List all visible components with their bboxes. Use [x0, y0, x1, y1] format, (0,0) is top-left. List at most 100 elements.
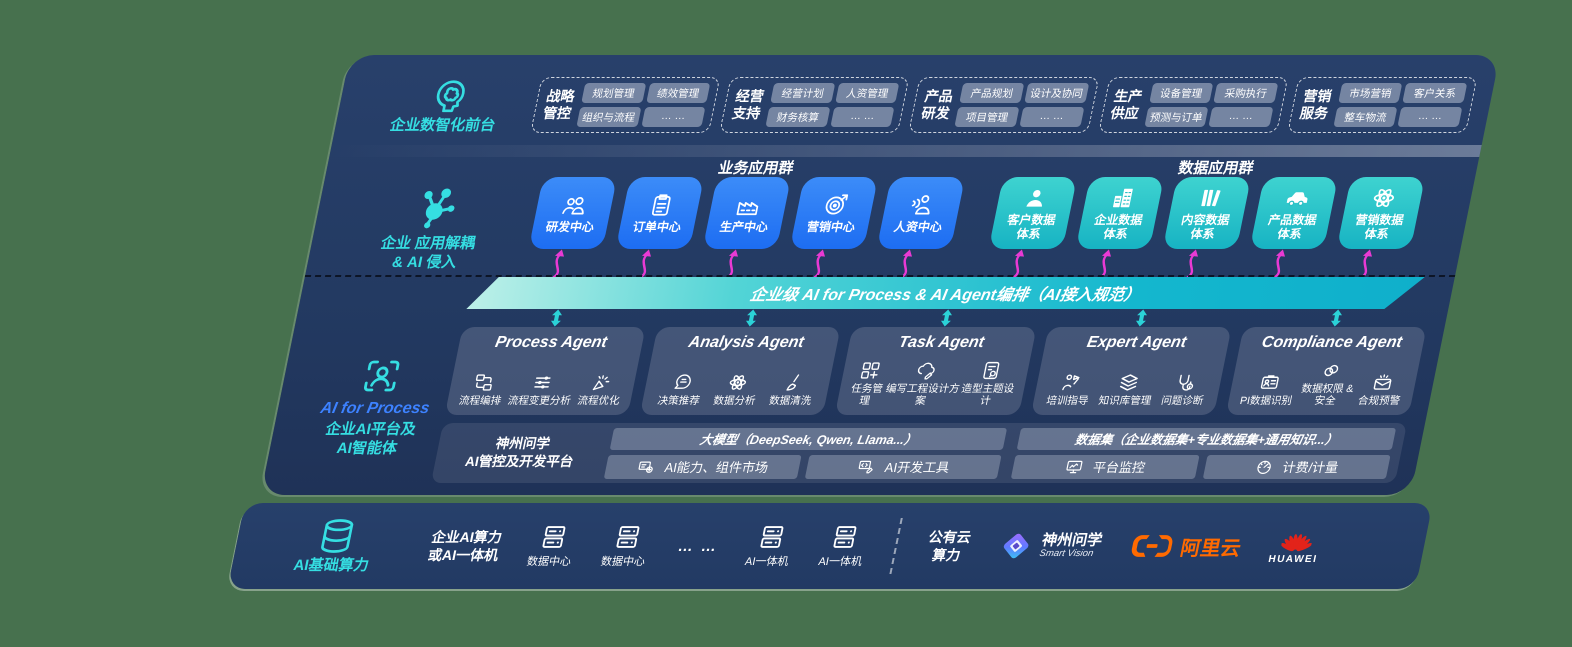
- factory-icon: [733, 192, 764, 218]
- magenta-arrow: [1181, 249, 1213, 277]
- dataset-bar: 数据集（企业数据集+专业数据集+通用知识...）: [1017, 427, 1397, 450]
- node-label: 数据中心: [599, 556, 647, 568]
- agent-items: 任务管理 编写工程设计方案 造型主题设计: [844, 352, 1023, 409]
- agent-items: PI数据识别 数据权限 & 安全 合规预警: [1235, 352, 1414, 409]
- cell-label: 计费/计量: [1281, 460, 1340, 475]
- vendor-sub: Smart Vision: [1038, 548, 1095, 560]
- node-label: AI一体机: [817, 556, 864, 568]
- atom-icon: [1368, 185, 1399, 211]
- aliyun-logo: 阿里云: [1128, 532, 1244, 561]
- agent-item: PI数据识别: [1239, 372, 1298, 407]
- agent-item: 编写工程设计方案: [882, 360, 966, 407]
- double-arrow-icon: [463, 309, 650, 327]
- hr-icon: [907, 192, 938, 218]
- agent-item: 培训指导: [1045, 372, 1094, 407]
- group-supply: 生产 供应 设备管理 采购执行 预测与订单 … …: [1097, 77, 1289, 133]
- cell-label: AI开发工具: [883, 460, 951, 475]
- clipboard-icon: [646, 192, 677, 218]
- task-icon: [858, 360, 883, 381]
- chip: 产品规划: [959, 83, 1025, 103]
- chip: 经营计划: [770, 83, 836, 103]
- agent-items: 培训指导 知识库管理 问题诊断: [1040, 352, 1219, 409]
- tile-label: 营销中心: [805, 219, 857, 234]
- chip: 市场营销: [1338, 83, 1403, 103]
- group-product: 产品 研发 产品规划 设计及协同 项目管理 … …: [908, 77, 1100, 133]
- data-app-title: 数据应用群: [1176, 160, 1256, 177]
- ai-platform-label-block: AI for Process 企业AI平台及 AI智能体: [290, 355, 461, 459]
- ai-orchestration-banner-row: 企业级 AI for Process & AI Agent编排（AI接入规范）: [304, 275, 1456, 309]
- server-icon: [611, 523, 645, 551]
- public-cloud-label: 公有云 算力: [927, 528, 973, 563]
- training-icon: [1058, 372, 1083, 393]
- main-panel: 企业数智化前台 战略 管控 规划管理 绩效管理 组织与流程 … … 经营 支持 …: [260, 55, 1501, 495]
- people-icon: [559, 192, 590, 218]
- tile-label: 营销数据 体系: [1354, 212, 1405, 241]
- business-app-group: 业务应用群 研发中心 订单中心: [523, 157, 969, 277]
- vendor-name: HUAWEI: [1267, 554, 1319, 565]
- design-icon: [979, 360, 1004, 381]
- group-strategy: 战略 管控 规划管理 绩效管理 组织与流程 … …: [530, 77, 721, 133]
- chip: … …: [1397, 107, 1463, 127]
- compute-label: AI基础算力: [291, 557, 371, 575]
- layers-icon: [1116, 372, 1141, 393]
- tile-marketing-data: 营销数据 体系: [1336, 177, 1426, 249]
- double-arrow-icon: [1243, 309, 1430, 327]
- tile-hr-center: 人资中心: [876, 177, 966, 249]
- front-office-layer: 企业数智化前台 战略 管控 规划管理 绩效管理 组织与流程 … … 经营 支持 …: [350, 65, 1480, 145]
- agent-item: 流程编排: [458, 372, 507, 407]
- decision-icon: [670, 372, 695, 393]
- application-layer: 企业 应用解耦 & AI 侵入 业务应用群 研发中心: [323, 157, 1461, 277]
- agent-items: 流程编排 流程变更分析 流程优化: [454, 352, 633, 409]
- tile-wrap: 生产中心: [697, 177, 792, 277]
- agent-item-label: PI数据识别: [1238, 394, 1294, 407]
- flow-icon: [471, 372, 496, 393]
- agent-item-label: 决策推荐: [656, 394, 701, 407]
- chip: 项目管理: [954, 107, 1020, 127]
- architecture-diagram: 企业数智化前台 战略 管控 规划管理 绩效管理 组织与流程 … … 经营 支持 …: [227, 55, 1501, 589]
- tile-label: 订单中心: [631, 219, 683, 234]
- compute-label-block: AI基础算力: [264, 516, 406, 576]
- tile-wrap: 营销中心: [784, 177, 879, 277]
- tile-wrap: 内容数据 体系: [1157, 177, 1252, 277]
- tile-wrap: 人资中心: [871, 177, 966, 277]
- tile-wrap: 营销数据 体系: [1331, 177, 1426, 277]
- market-icon: [635, 458, 657, 476]
- group-chips: 经营计划 人资管理 财务核算 … …: [765, 83, 900, 127]
- tile-wrap: 产品数据 体系: [1244, 177, 1339, 277]
- chip: 规划管理: [581, 83, 646, 103]
- tile-label: 人资中心: [892, 219, 944, 234]
- business-app-title: 业务应用群: [716, 160, 796, 177]
- chip: 绩效管理: [645, 83, 711, 103]
- data-tile-row: 客户数据 体系 企业数据 体系: [983, 177, 1426, 277]
- agent-item-label: 造型主题设计: [960, 382, 1016, 407]
- ai-market-cell: AI能力、组件市场: [603, 454, 802, 479]
- alert-icon: [1370, 372, 1395, 393]
- ai-appliance-node: AI一体机: [817, 523, 870, 569]
- tile-label: 生产中心: [718, 219, 770, 234]
- compute-band: AI基础算力 企业AI算力 或AI一体机 数据中心 数据中心 … … AI一体机…: [227, 503, 1433, 589]
- platform-label: 神州问学 AI管控及开发平台: [463, 436, 575, 469]
- chip: 财务核算: [765, 107, 831, 127]
- front-office-label-block: 企业数智化前台: [352, 75, 542, 136]
- idcard-icon: [1257, 372, 1282, 393]
- agent-item-label: 知识库管理: [1097, 394, 1153, 407]
- app-decouple-label-block: 企业 应用解耦 & AI 侵入: [330, 185, 533, 273]
- ai-appliance-node: AI一体机: [744, 523, 797, 569]
- database-icon: [313, 516, 361, 556]
- chip: … …: [640, 107, 706, 127]
- agent-item-label: 编写工程设计方案: [884, 382, 961, 407]
- double-arrow-icon: [853, 309, 1040, 327]
- task-agent-box: Task Agent 任务管理 编写工程设计方案 造型主题设计: [835, 327, 1037, 415]
- agent-item: 流程优化: [576, 372, 625, 407]
- magenta-arrow: [1094, 249, 1126, 277]
- agent-item-label: 流程变更分析: [506, 394, 572, 407]
- chip: … …: [1019, 107, 1085, 127]
- agent-item: 知识库管理: [1097, 372, 1157, 407]
- diagnose-icon: [1173, 372, 1198, 393]
- brain-head-icon: [425, 75, 473, 115]
- tile-product-data: 产品数据 体系: [1249, 177, 1339, 249]
- front-office-groups: 战略 管控 规划管理 绩效管理 组织与流程 … … 经营 支持 经营计划 人资管…: [530, 77, 1478, 133]
- agent-title: Task Agent: [897, 334, 986, 351]
- agent-item: 决策推荐: [656, 372, 705, 407]
- group-name: 产品 研发: [919, 88, 955, 121]
